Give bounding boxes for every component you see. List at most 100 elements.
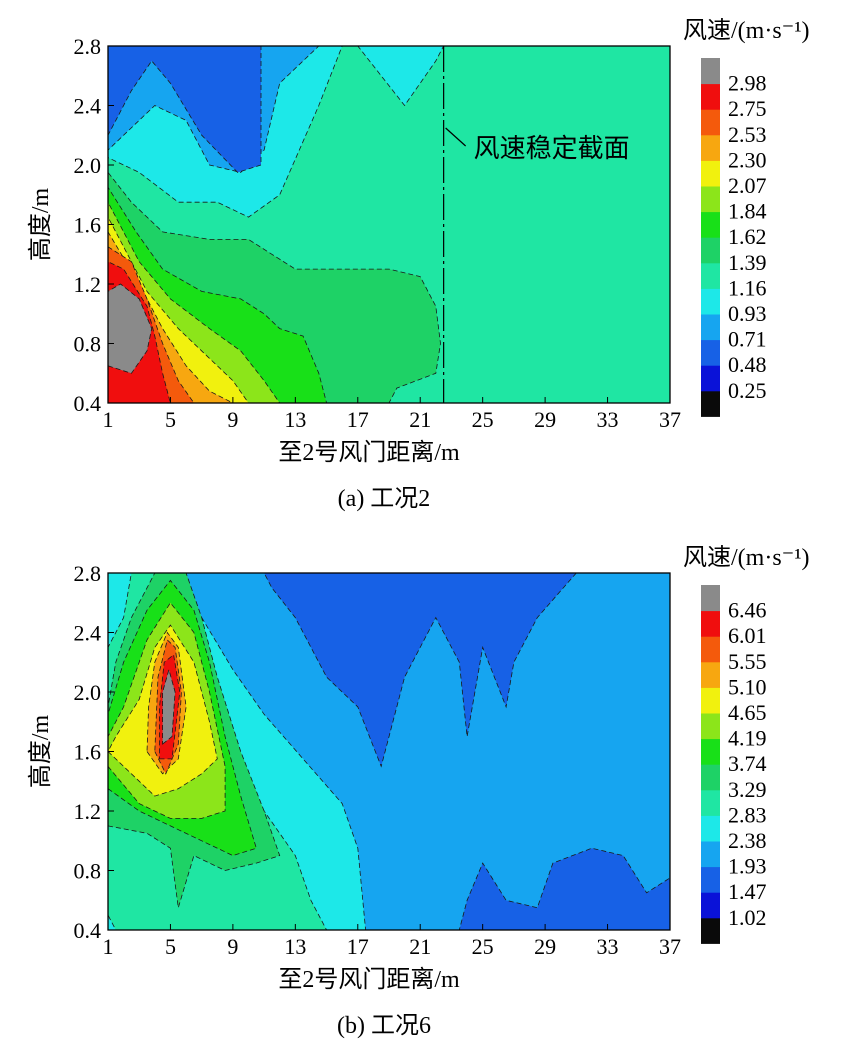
y-tick-label: 0.4 — [74, 918, 102, 943]
x-tick-label: 33 — [597, 407, 619, 432]
contour-chart-b: 1 5 9 13 17 21 25 29 33 37 0.4 0.8 1.2 1.6 2.0 2.4 2.8 至2… — [27, 544, 810, 1039]
x-tick-label: 9 — [227, 407, 238, 432]
x-tick-label: 25 — [472, 934, 494, 959]
x-tick-label: 17 — [347, 934, 369, 959]
colorbar-swatch — [701, 211, 720, 238]
y-tick-label: 2.0 — [74, 153, 102, 178]
colorbar-label: 5.55 — [728, 649, 767, 674]
colorbar-label: 6.46 — [728, 598, 767, 623]
colorbar-label: 0.25 — [728, 378, 767, 403]
contour-region — [263, 573, 577, 768]
y-tick-label: 2.4 — [74, 94, 102, 119]
y-tick-label: 1.6 — [74, 213, 102, 238]
colorbar-swatch — [701, 339, 720, 366]
colorbar-label: 1.47 — [728, 879, 767, 904]
y-axis-label: 高度/m — [27, 188, 54, 262]
colorbar-label: 1.93 — [728, 854, 767, 879]
x-axis-label: 至2号风门距离/m — [278, 966, 460, 993]
colorbar-title: 风速/(m·s⁻¹) — [683, 17, 810, 44]
colorbar-swatch — [701, 738, 720, 765]
panel-caption: (b) 工况6 — [337, 1013, 431, 1039]
contour-regions — [108, 46, 670, 403]
colorbar-swatch — [701, 288, 720, 315]
colorbar-swatch — [701, 585, 720, 612]
contour-chart-a: 1 5 9 13 17 21 25 29 33 37 0.4 0.8 1.2 1.6 2.0 2.4 2.8 至2… — [27, 17, 810, 512]
y-tick-label: 2.4 — [74, 621, 102, 646]
colorbar-label: 2.38 — [728, 828, 767, 853]
y-tick-label: 1.6 — [74, 740, 102, 765]
contour-region — [108, 46, 262, 173]
colorbar-swatch — [701, 134, 720, 161]
x-tick-label: 21 — [409, 407, 431, 432]
colorbar-swatch — [701, 764, 720, 791]
contour-region — [162, 668, 176, 745]
colorbar-swatch — [701, 713, 720, 740]
colorbar-swatch — [701, 109, 720, 136]
colorbar-swatch — [701, 636, 720, 663]
x-tick-label: 37 — [659, 934, 681, 959]
colorbar-swatch — [701, 314, 720, 341]
colorbar-label: 1.39 — [728, 250, 767, 275]
x-tick-label: 25 — [472, 407, 494, 432]
colorbar-swatch — [701, 58, 720, 85]
y-tick-label: 0.8 — [74, 332, 102, 357]
colorbar-label: 6.01 — [728, 623, 767, 648]
colorbar-swatch — [701, 237, 720, 264]
colorbar-label: 0.71 — [728, 327, 767, 352]
colorbar-label: 1.62 — [728, 224, 767, 249]
y-tick-label: 0.4 — [74, 391, 102, 416]
colorbar-label: 5.10 — [728, 674, 767, 699]
x-tick-label: 37 — [659, 407, 681, 432]
colorbar-swatch — [701, 83, 720, 110]
colorbar-label: 4.65 — [728, 700, 767, 725]
y-axis-label: 高度/m — [27, 715, 54, 789]
x-tick-label: 13 — [284, 934, 306, 959]
colorbar-label: 0.93 — [728, 301, 767, 326]
colorbar-label: 3.74 — [728, 751, 767, 776]
colorbar-swatch — [701, 390, 720, 417]
colorbar-label: 1.84 — [728, 199, 767, 224]
x-tick-label: 1 — [103, 934, 114, 959]
colorbar-swatch — [701, 841, 720, 868]
annotation-label: 风速稳定截面 — [474, 134, 630, 163]
x-tick-label: 33 — [597, 934, 619, 959]
colorbar-title: 风速/(m·s⁻¹) — [683, 544, 810, 571]
colorbar-swatch — [701, 262, 720, 289]
y-tick-label: 2.8 — [74, 561, 102, 586]
contour-region — [458, 847, 670, 930]
colorbar-swatch — [701, 160, 720, 187]
chart-panel-a: 1 5 9 13 17 21 25 29 33 37 0.4 0.8 1.2 1.6 2.0 2.4 2.8 至2… — [27, 17, 810, 512]
y-tick-label: 2.0 — [74, 680, 102, 705]
y-tick-label: 1.2 — [74, 272, 102, 297]
colorbar-swatch — [701, 610, 720, 637]
colorbar-swatch — [701, 661, 720, 688]
x-tick-label: 13 — [284, 407, 306, 432]
x-tick-label: 5 — [165, 407, 176, 432]
panel-caption: (a) 工况2 — [338, 486, 431, 512]
colorbar-label: 0.48 — [728, 352, 767, 377]
colorbar-label: 3.29 — [728, 777, 767, 802]
colorbar-swatch — [701, 186, 720, 213]
y-tick-label: 2.8 — [74, 34, 102, 59]
colorbar-label: 2.83 — [728, 802, 767, 827]
colorbar-label: 4.19 — [728, 726, 767, 751]
colorbar-swatch — [701, 866, 720, 893]
y-tick-label: 0.8 — [74, 859, 102, 884]
x-tick-label: 17 — [347, 407, 369, 432]
x-tick-label: 1 — [103, 407, 114, 432]
annotation-leader — [445, 127, 467, 147]
colorbar-label: 1.16 — [728, 275, 767, 300]
colorbar-swatch — [701, 917, 720, 944]
contour-region — [108, 283, 153, 374]
x-tick-label: 29 — [534, 407, 556, 432]
x-tick-label: 21 — [409, 934, 431, 959]
x-axis-label: 至2号风门距离/m — [278, 439, 460, 466]
colorbar-label: 2.53 — [728, 122, 767, 147]
chart-panel-b: 1 5 9 13 17 21 25 29 33 37 0.4 0.8 1.2 1.6 2.0 2.4 2.8 至2… — [0, 527, 853, 1054]
contour-regions — [108, 573, 670, 930]
x-tick-label: 5 — [165, 934, 176, 959]
colorbar-swatch — [701, 687, 720, 714]
colorbar-label: 1.02 — [728, 905, 767, 930]
colorbar-swatch — [701, 892, 720, 919]
colorbar-swatch — [701, 815, 720, 842]
